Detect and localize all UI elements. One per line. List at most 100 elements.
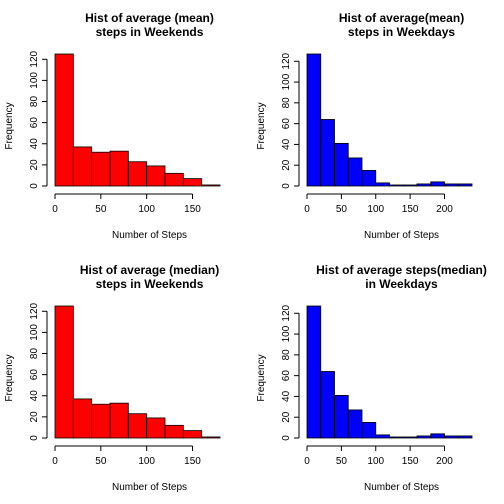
x-tick-label: 100: [367, 204, 384, 215]
histogram-panel-1: Hist of average (mean)steps in Weekends 0…: [4, 11, 221, 241]
x-tick-label: 50: [336, 456, 348, 467]
histogram-bar: [127, 413, 148, 439]
y-axis-label: Frequency: [256, 102, 267, 149]
y-tick-label: 80: [281, 349, 292, 361]
x-tick-label: 100: [138, 456, 155, 467]
histogram-bar: [361, 422, 377, 439]
histogram-bar: [54, 305, 74, 439]
y-tick-label: 60: [281, 370, 292, 382]
y-tick-label: 0: [281, 435, 292, 441]
x-tick-label: 0: [304, 204, 310, 215]
y-tick-label: 60: [281, 118, 292, 130]
histogram-bar: [146, 417, 166, 439]
y-tick-label: 40: [281, 138, 292, 150]
histogram-panel-2: Hist of average(mean)steps in Weekdays 0 5…: [256, 11, 473, 241]
y-tick-label: 0: [29, 183, 40, 189]
y-tick-label: 120: [29, 303, 40, 320]
y-tick-label: 120: [281, 52, 292, 69]
histogram-bar: [347, 409, 363, 439]
histogram-bar: [127, 161, 148, 187]
histogram-bar: [201, 184, 221, 187]
histogram-bar: [164, 424, 184, 439]
histogram-bar: [320, 119, 335, 187]
histogram-bar: [389, 436, 404, 439]
y-tick-label: 80: [29, 348, 40, 360]
y-tick-label: 20: [29, 159, 40, 171]
histogram-bar: [361, 170, 377, 187]
chart-title: Hist of average (mean): [85, 11, 214, 25]
histogram-panel-3: Hist of average (median)steps in Weekend…: [4, 263, 221, 493]
y-tick-label: 0: [281, 183, 292, 189]
x-tick-label: 0: [52, 204, 58, 215]
histogram-bar: [54, 53, 74, 187]
y-tick-label: 20: [281, 159, 292, 171]
x-axis-label: Number of Steps: [364, 230, 439, 241]
x-tick-label: 150: [402, 456, 419, 467]
y-tick-label: 40: [29, 390, 40, 402]
chart-title: steps in Weekdays: [348, 25, 455, 39]
histogram-bar: [91, 403, 111, 439]
x-axis-label: Number of Steps: [364, 482, 439, 493]
histogram-bar: [457, 435, 473, 439]
histogram-bar: [182, 178, 203, 187]
y-tick-label: 100: [281, 73, 292, 90]
histogram-bar: [416, 435, 432, 439]
histogram-bar: [109, 150, 129, 187]
histogram-bar: [72, 398, 93, 439]
y-tick-label: 120: [281, 304, 292, 321]
y-tick-label: 100: [29, 324, 40, 341]
histogram-bar: [91, 151, 111, 187]
histogram-bar: [416, 183, 432, 187]
x-tick-label: 150: [402, 204, 419, 215]
y-tick-label: 100: [281, 325, 292, 342]
histogram-bar: [109, 402, 129, 439]
x-axis-label: Number of Steps: [112, 482, 187, 493]
y-axis-label: Frequency: [4, 354, 15, 401]
histogram-bar: [430, 433, 445, 439]
y-tick-label: 60: [29, 369, 40, 381]
y-axis-label: Frequency: [256, 354, 267, 401]
x-tick-label: 200: [436, 204, 453, 215]
x-tick-label: 100: [138, 204, 155, 215]
y-tick-label: 100: [29, 72, 40, 89]
histogram-bar: [306, 53, 322, 187]
histogram-bar: [402, 184, 418, 187]
histogram-bar: [182, 430, 203, 439]
histogram-bar: [444, 183, 459, 187]
x-tick-label: 50: [95, 456, 107, 467]
x-tick-label: 150: [184, 204, 201, 215]
x-tick-label: 150: [184, 456, 201, 467]
chart-title: Hist of average (median): [80, 263, 219, 277]
histogram-bar: [444, 435, 459, 439]
histogram-bar: [375, 434, 390, 439]
x-tick-label: 50: [95, 204, 107, 215]
histogram-bar: [457, 183, 473, 187]
y-tick-label: 20: [29, 411, 40, 423]
histogram-bar: [347, 157, 363, 187]
x-tick-label: 100: [367, 456, 384, 467]
y-tick-label: 120: [29, 51, 40, 68]
chart-title: Hist of average(mean): [339, 11, 464, 25]
chart-title: in Weekdays: [365, 277, 438, 291]
y-tick-label: 80: [29, 96, 40, 108]
x-tick-label: 50: [336, 204, 348, 215]
chart-title: steps in Weekends: [96, 277, 204, 291]
y-tick-label: 80: [281, 97, 292, 109]
histogram-bar: [320, 371, 335, 439]
x-tick-label: 0: [52, 456, 58, 467]
x-tick-label: 200: [436, 456, 453, 467]
histogram-bar: [72, 146, 93, 187]
histogram-bar: [402, 436, 418, 439]
chart-title: steps in Weekends: [96, 25, 204, 39]
x-tick-label: 0: [304, 456, 310, 467]
histogram-bar: [201, 436, 221, 439]
histogram-bar: [430, 181, 445, 187]
y-tick-label: 40: [29, 138, 40, 150]
histogram-bar: [146, 165, 166, 187]
histogram-bar: [334, 142, 349, 187]
y-axis-label: Frequency: [4, 102, 15, 149]
x-axis-label: Number of Steps: [112, 230, 187, 241]
y-tick-label: 0: [29, 435, 40, 441]
chart-title: Hist of average steps(median): [316, 263, 487, 277]
